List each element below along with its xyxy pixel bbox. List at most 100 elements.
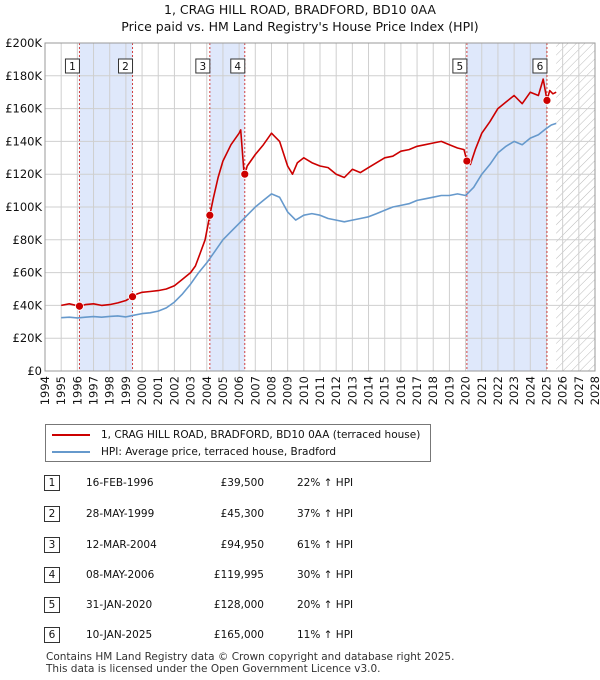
sale-number-badge: 1 [44,475,60,491]
price-chart: 1 2 3 4 5 6 £0 £20K £40K £60K £80K £100K £120K £140K £… [5,36,600,405]
sale-hpi-change: 11% ↑ HPI [297,629,354,641]
x-tick-label: 2011 [313,376,327,405]
x-tick-label: 2002 [167,376,181,405]
sale-number-badge: 4 [44,567,60,583]
table-row: 2 28-MAY-1999 £45,300 37% ↑ HPI [0,506,600,524]
sale-label-box-2 [118,58,134,74]
x-tick-label: 2009 [281,376,295,405]
y-tick-label: £200K [5,36,42,50]
legend-item-property: 1, CRAG HILL ROAD, BRADFORD, BD10 0AA (t… [46,427,420,443]
sale-label-box-6 [532,58,548,74]
chart-title: 1, CRAG HILL ROAD, BRADFORD, BD10 0AA [164,2,436,17]
x-tick-label: 1994 [38,376,52,405]
sale-price: £119,995 [213,569,264,581]
x-tick-label: 2027 [572,376,586,405]
x-tick-label: 2010 [297,376,311,405]
sale-label-text-4: 4 [234,61,241,73]
sale-hpi-change: 22% ↑ HPI [297,477,354,489]
sale-date: 31-JAN-2020 [86,599,153,611]
legend-label-hpi: HPI: Average price, terraced house, Brad… [101,446,337,458]
x-tick-label: 2017 [410,376,424,405]
sale-number-badge: 6 [44,627,60,643]
sale-point-3 [205,210,215,220]
table-row: 5 31-JAN-2020 £128,000 20% ↑ HPI [0,597,600,615]
sale-point-1 [75,301,84,311]
x-tick-label: 2004 [200,376,214,405]
sale-label-box-3 [195,58,211,74]
sale-label-text-1: 1 [69,61,76,73]
table-row: 1 16-FEB-1996 £39,500 22% ↑ HPI [0,475,600,493]
x-tick-label: 1998 [103,376,117,405]
sale-hpi-change: 30% ↑ HPI [297,569,354,581]
sale-point-2 [128,292,137,302]
sale-hpi-change: 37% ↑ HPI [297,508,354,520]
legend-swatch-property [52,434,90,436]
sale-label-box-4 [230,58,246,74]
x-tick-label: 2008 [264,376,278,405]
sale-date: 28-MAY-1999 [86,508,155,520]
y-tick-label: £20K [13,331,43,345]
sale-number-badge: 3 [44,537,60,553]
x-tick-label: 2013 [345,376,359,405]
sale-date: 12-MAR-2004 [86,539,157,551]
plot-frame [44,42,596,372]
y-tick-label: £120K [5,167,42,181]
sale-price: £165,000 [213,629,264,641]
sale-hpi-change: 61% ↑ HPI [297,539,354,551]
sale-label-text-2: 2 [122,61,129,73]
table-row: 3 12-MAR-2004 £94,950 61% ↑ HPI [0,537,600,555]
legend-swatch-hpi [52,451,90,453]
legend-item-hpi: HPI: Average price, terraced house, Brad… [46,444,336,460]
x-tick-label: 2024 [523,376,537,405]
x-tick-label: 2001 [151,376,165,405]
x-tick-label: 2019 [442,376,456,405]
x-tick-label: 2028 [588,376,600,405]
sale-date: 16-FEB-1996 [86,477,154,489]
sale-price: £39,500 [220,477,264,489]
y-tick-label: £0 [27,364,42,378]
x-tick-label: 2007 [248,376,262,405]
x-tick-label: 2006 [232,376,246,405]
hpi-line [61,122,557,319]
x-tick-label: 2022 [491,376,505,405]
footer-line-1: Contains HM Land Registry data © Crown c… [46,651,455,663]
x-tick-label: 2025 [539,376,553,405]
sale-date: 10-JAN-2025 [86,629,153,641]
x-tick-label: 1999 [119,376,133,405]
x-tick-label: 1995 [54,376,68,405]
x-tick-label: 1997 [87,376,101,405]
x-tick-label: 2005 [216,376,230,405]
x-tick-label: 2016 [394,376,408,405]
property-price-line [61,78,557,307]
sale-label-text-5: 5 [457,61,464,73]
y-tick-label: £180K [5,69,42,83]
sale-date: 08-MAY-2006 [86,569,155,581]
x-tick-label: 2020 [459,376,473,405]
x-tick-label: 2012 [329,376,343,405]
sale-number-badge: 2 [44,506,60,522]
x-tick-label: 2023 [507,376,521,405]
x-tick-label: 2014 [362,376,376,405]
y-tick-label: £40K [13,298,43,312]
sale-point-5 [462,156,472,166]
sale-price: £45,300 [220,508,264,520]
sale-point-4 [240,169,250,179]
x-tick-label: 2015 [378,376,392,405]
x-tick-label: 2026 [556,376,570,405]
legend: 1, CRAG HILL ROAD, BRADFORD, BD10 0AA (t… [45,424,431,462]
sale-price: £94,950 [220,539,264,551]
x-tick-label: 2003 [184,376,198,405]
sale-hpi-change: 20% ↑ HPI [297,599,354,611]
sale-price: £128,000 [213,599,264,611]
y-tick-label: £100K [5,200,42,214]
sale-label-box-1 [64,58,80,74]
sale-label-text-3: 3 [199,61,206,73]
sale-number-badge: 5 [44,597,60,613]
y-tick-label: £60K [13,266,43,280]
footer-attribution: Contains HM Land Registry data © Crown c… [46,651,454,675]
sale-point-6 [542,96,552,105]
table-row: 6 10-JAN-2025 £165,000 11% ↑ HPI [0,627,600,645]
chart-subtitle: Price paid vs. HM Land Registry's House … [121,19,479,34]
legend-label-property: 1, CRAG HILL ROAD, BRADFORD, BD10 0AA (t… [101,429,421,441]
y-tick-label: £160K [5,102,42,116]
